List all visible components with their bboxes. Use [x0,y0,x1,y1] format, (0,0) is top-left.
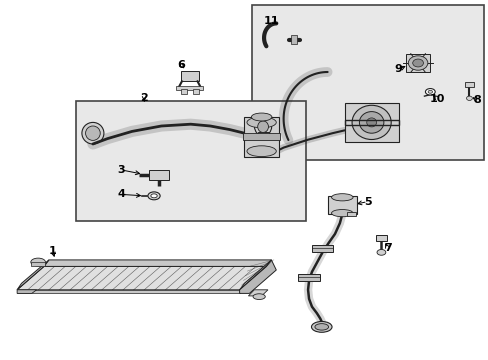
Polygon shape [17,290,37,293]
Text: 8: 8 [472,95,480,105]
Polygon shape [17,266,266,290]
Ellipse shape [254,118,271,136]
Text: 1: 1 [49,246,57,256]
Text: 6: 6 [177,60,184,70]
Text: 3: 3 [117,165,125,175]
Text: 4: 4 [117,189,125,199]
Ellipse shape [331,194,352,201]
Ellipse shape [246,117,276,128]
Ellipse shape [31,258,45,266]
Bar [192,89,198,94]
Polygon shape [248,290,267,296]
Ellipse shape [427,90,431,93]
Ellipse shape [376,249,385,255]
Bar [311,245,333,252]
Ellipse shape [466,96,471,100]
Ellipse shape [147,192,160,200]
Bar [76,101,305,221]
Ellipse shape [85,126,100,140]
Bar [243,133,280,140]
Bar [405,54,429,72]
Bar [375,235,386,241]
Ellipse shape [412,59,423,67]
Bar [31,262,45,266]
Bar [464,82,473,87]
Ellipse shape [257,121,268,132]
Ellipse shape [246,146,276,157]
Bar [290,35,296,44]
Text: 5: 5 [363,197,371,207]
Polygon shape [239,260,276,293]
Bar [346,212,355,216]
Polygon shape [239,260,271,290]
Bar [251,5,483,160]
Ellipse shape [331,210,352,217]
Polygon shape [17,260,49,290]
Polygon shape [17,290,239,293]
Ellipse shape [311,321,331,332]
Ellipse shape [251,113,271,121]
Text: 9: 9 [394,64,402,75]
Bar [176,86,203,90]
Bar [298,274,319,281]
Ellipse shape [82,122,104,144]
Bar [327,196,356,214]
Text: 10: 10 [429,94,445,104]
Ellipse shape [150,194,157,198]
Bar [181,89,186,94]
Bar [149,170,168,180]
Ellipse shape [314,324,328,330]
Ellipse shape [359,112,383,133]
Bar [344,120,398,125]
Ellipse shape [253,294,265,300]
Ellipse shape [351,105,390,139]
Bar [258,132,268,136]
Text: 2: 2 [140,93,148,103]
Ellipse shape [407,56,427,70]
Text: 11: 11 [263,16,279,26]
Bar [181,71,198,81]
Ellipse shape [366,118,376,127]
Ellipse shape [425,89,434,95]
Polygon shape [44,260,271,266]
Bar [344,103,398,142]
Bar [244,117,278,157]
Text: 7: 7 [383,243,391,253]
